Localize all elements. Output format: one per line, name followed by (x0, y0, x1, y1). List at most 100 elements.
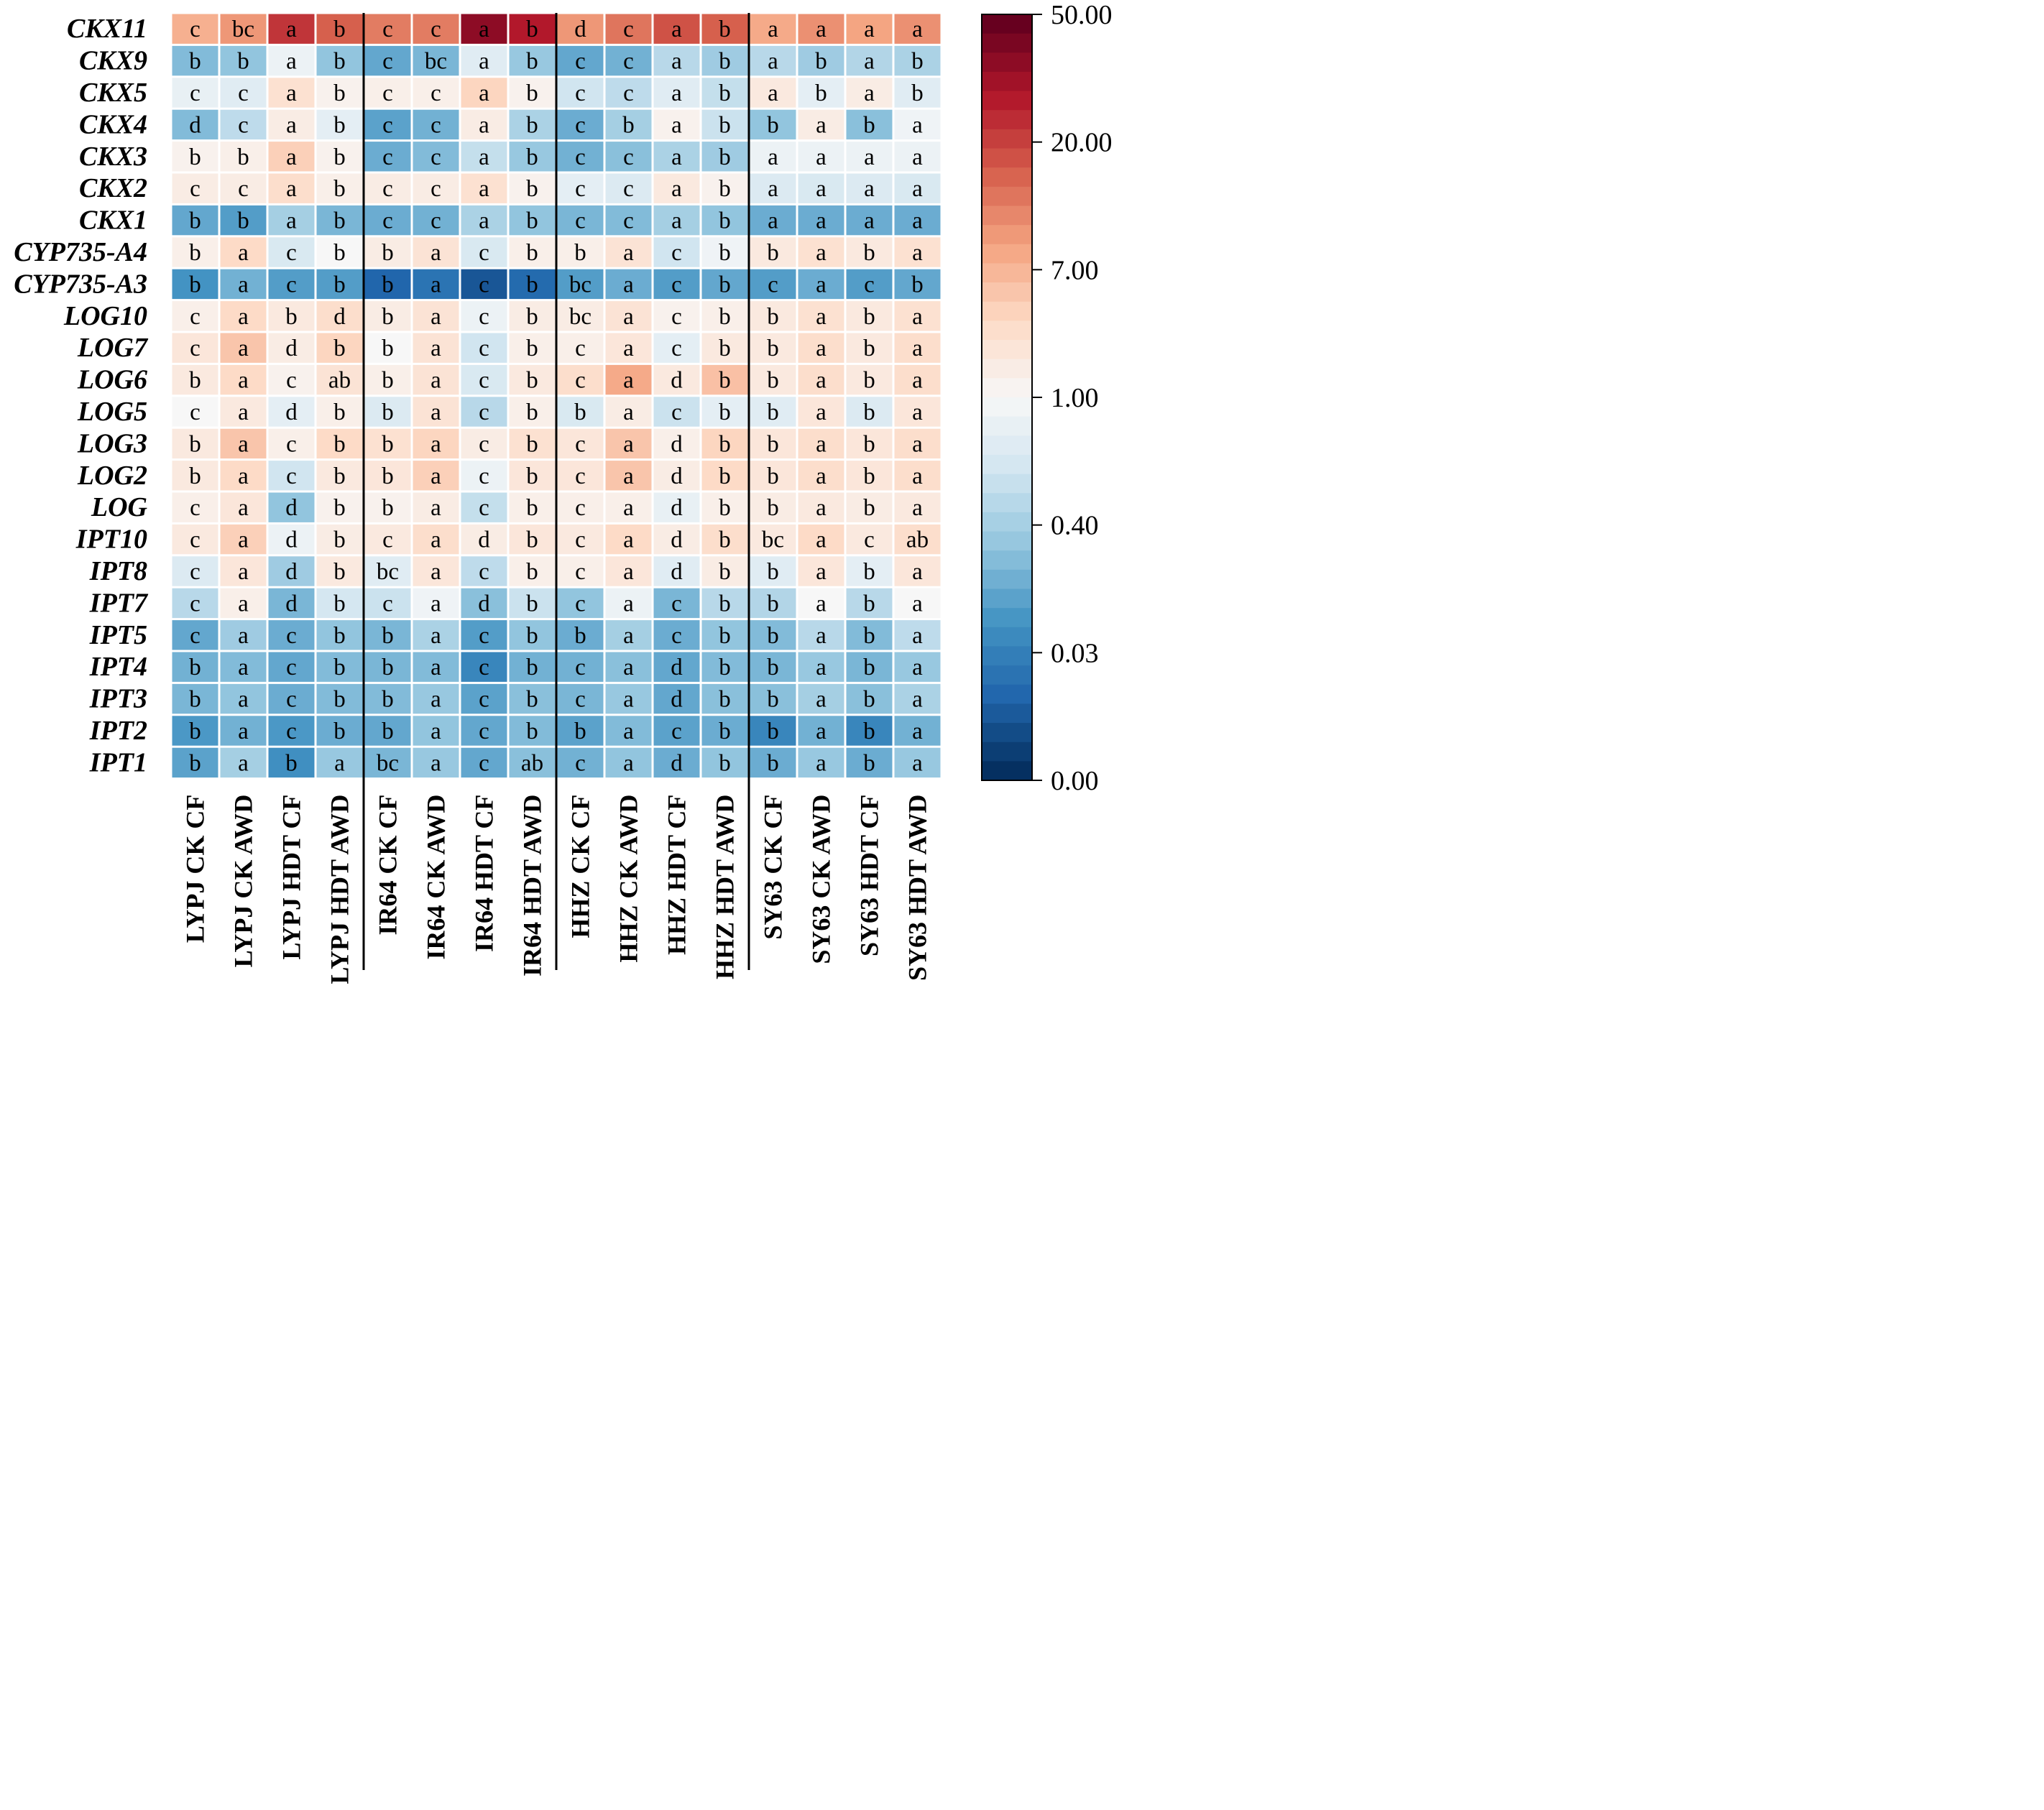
heatmap-cell (172, 620, 218, 650)
colorbar-band (982, 167, 1032, 188)
heatmap-cell (316, 173, 363, 203)
row-label-ckx3: CKX3 (79, 142, 147, 172)
heatmap-cell (172, 269, 218, 300)
heatmap-cell (509, 492, 556, 522)
heatmap-cell (413, 747, 459, 778)
cell-letter: b (526, 463, 538, 489)
cell-letter: a (912, 655, 923, 680)
colorbar-band (982, 359, 1032, 379)
heatmap-cell (701, 205, 748, 236)
heatmap-cell (172, 428, 218, 459)
heatmap-cell (364, 397, 411, 427)
heatmap-cell (268, 683, 315, 714)
cell-letter: bc (377, 559, 399, 585)
cell-letter: b (574, 623, 586, 649)
cell-letter: a (238, 559, 249, 585)
group-separators (362, 13, 750, 970)
heatmap-cell (509, 588, 556, 619)
heatmap-cell (557, 205, 604, 236)
heatmap-cell (798, 14, 844, 44)
row-label-ipt3: IPT3 (89, 684, 147, 714)
heatmap-cell (605, 269, 652, 300)
cell-letter: a (431, 750, 441, 776)
heatmap-cell (172, 237, 218, 267)
cell-letter: c (479, 400, 489, 425)
heatmap-cell (846, 14, 893, 44)
cell-letter: a (238, 463, 249, 489)
cell-letter: b (767, 463, 779, 489)
heatmap-cell (605, 461, 652, 491)
cell-letter: a (623, 591, 634, 617)
heatmap-cell (846, 78, 893, 108)
heatmap-cell (701, 237, 748, 267)
cell-letter: d (671, 559, 683, 585)
heatmap-cell (316, 716, 363, 746)
heatmap-cell (413, 428, 459, 459)
heatmap-cell (461, 461, 507, 491)
colorbar-band (982, 742, 1032, 762)
colorbar-band (982, 33, 1032, 53)
cell-letter: a (912, 208, 923, 234)
heatmap-cell (268, 428, 315, 459)
cell-letter: a (671, 144, 682, 170)
row-label-ckx9: CKX9 (79, 46, 147, 76)
row-label-cyp735-a3: CYP735-A3 (14, 269, 147, 299)
cell-letter: c (286, 368, 297, 394)
colorbar-tick-label: 50.00 (1051, 0, 1113, 30)
cell-letter: b (719, 17, 731, 42)
heatmap-cell (701, 109, 748, 140)
cell-letter: a (671, 112, 682, 138)
cell-letter: c (382, 591, 393, 617)
cell-letter: a (623, 431, 634, 457)
heatmap-cell (172, 683, 218, 714)
cell-letter: b (911, 80, 924, 106)
heatmap-cell (316, 683, 363, 714)
row-label-log: LOG (91, 492, 148, 522)
heatmap-cell (461, 588, 507, 619)
heatmap-cell (316, 237, 363, 267)
cell-letter: b (333, 17, 346, 42)
heatmap-cell (701, 652, 748, 682)
cell-letter: b (382, 463, 394, 489)
heatmap-cell (461, 683, 507, 714)
heatmap-cell (509, 173, 556, 203)
heatmap-cell (316, 588, 363, 619)
cell-letter: c (382, 144, 393, 170)
cell-letter: a (912, 304, 923, 330)
column-label-ir64-ck-awd: IR64 CK AWD (422, 795, 451, 960)
cell-letter: b (863, 112, 875, 138)
heatmap-cell (413, 397, 459, 427)
cell-letter: a (238, 591, 249, 617)
cell-letter: a (816, 559, 827, 585)
cell-letter: c (382, 49, 393, 75)
column-label-ir64-hdt-awd: IR64 HDT AWD (518, 795, 547, 976)
row-label-ipt10: IPT10 (75, 525, 147, 555)
heatmap-cell (316, 109, 363, 140)
heatmap-cell (172, 716, 218, 746)
heatmap-cell (509, 78, 556, 108)
cell-letter: b (574, 719, 586, 744)
heatmap-cell (268, 45, 315, 76)
cell-letter: a (912, 112, 923, 138)
heatmap-cell (846, 237, 893, 267)
heatmap-cell (220, 397, 267, 427)
cell-letter: b (719, 750, 731, 776)
heatmap-cell (413, 524, 459, 555)
heatmap-cell (653, 142, 700, 172)
cell-letter: a (912, 17, 923, 42)
heatmap-cell (846, 109, 893, 140)
colorbar-band (982, 14, 1032, 34)
heatmap-cell (461, 428, 507, 459)
cell-letter: a (623, 559, 634, 585)
heatmap-cell (798, 142, 844, 172)
cell-letter: c (431, 176, 441, 202)
cell-letter: c (431, 208, 441, 234)
heatmap-cell (461, 620, 507, 650)
cell-letter: a (431, 272, 441, 297)
heatmap-cell (316, 492, 363, 522)
colorbar-tick-label: 0.40 (1051, 511, 1099, 541)
cell-letter: ab (328, 368, 351, 394)
cell-letter: a (623, 495, 634, 521)
row-label-ckx1: CKX1 (79, 206, 147, 236)
heatmap-cell (846, 524, 893, 555)
